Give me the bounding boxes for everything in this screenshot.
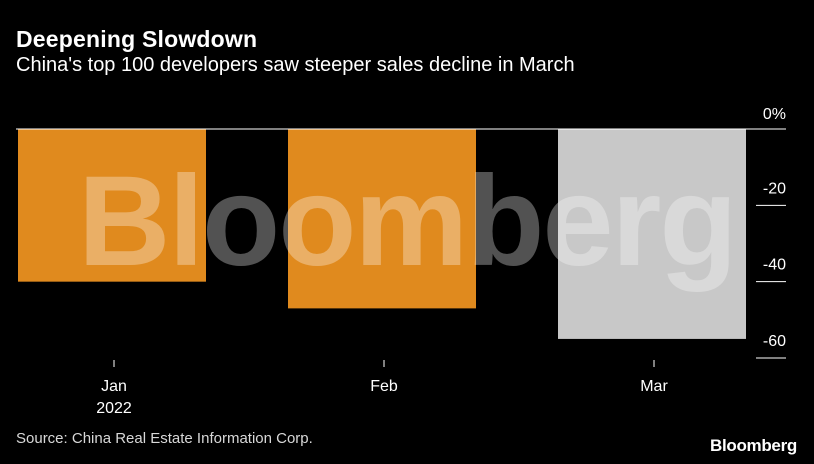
bar-jan bbox=[18, 129, 206, 282]
bloomberg-logo: Bloomberg bbox=[709, 436, 797, 455]
y-axis: 0% -20 -40 -60 bbox=[756, 106, 786, 359]
x-tick-label: Jan bbox=[101, 378, 127, 395]
chart-subtitle: China's top 100 developers saw steeper s… bbox=[16, 54, 575, 76]
source-note: Source: China Real Estate Information Co… bbox=[16, 430, 313, 447]
bars-group bbox=[18, 129, 746, 339]
x-tick-sublabel: 2022 bbox=[96, 400, 132, 417]
x-axis: Jan 2022 Feb Mar bbox=[96, 360, 668, 417]
bar-feb bbox=[288, 129, 476, 309]
y-tick-label: -60 bbox=[763, 333, 786, 350]
y-tick-label: -20 bbox=[763, 180, 786, 197]
y-tick-label: 0% bbox=[763, 106, 786, 123]
x-tick-label: Mar bbox=[640, 378, 668, 395]
x-tick-label: Feb bbox=[370, 378, 398, 395]
bar-mar bbox=[558, 129, 746, 339]
chart-title: Deepening Slowdown bbox=[16, 26, 258, 52]
y-tick-label: -40 bbox=[763, 257, 786, 274]
